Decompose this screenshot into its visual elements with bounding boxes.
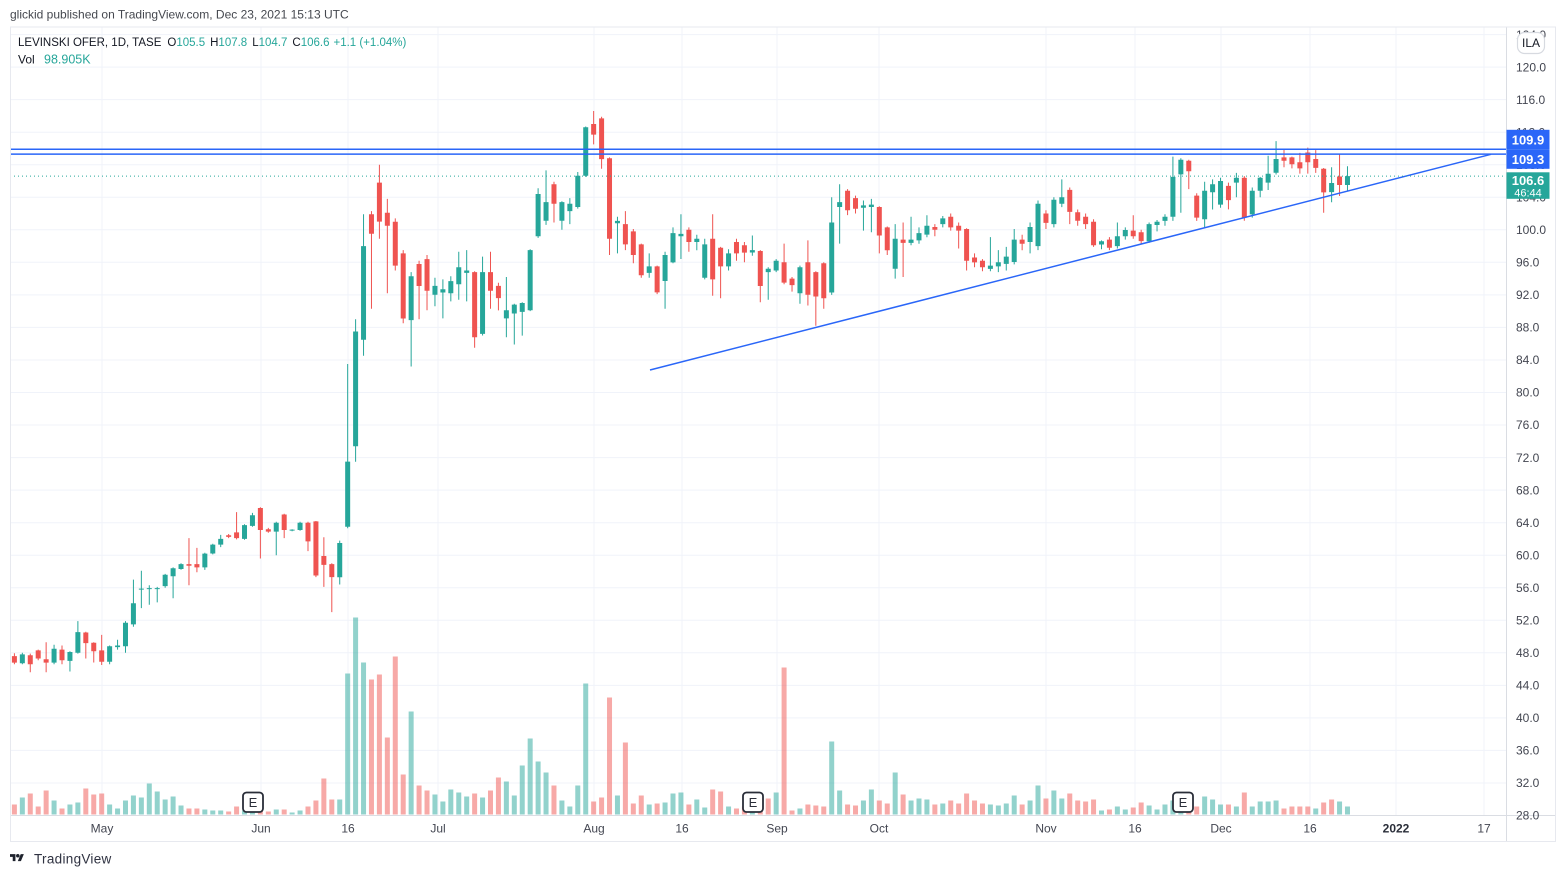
svg-text:E: E <box>249 795 258 810</box>
svg-text:TradingView: TradingView <box>34 852 112 867</box>
svg-text:16: 16 <box>1128 822 1142 836</box>
svg-text:Jul: Jul <box>430 822 445 836</box>
svg-text:72.0: 72.0 <box>1516 451 1540 465</box>
svg-text:Sep: Sep <box>766 822 788 836</box>
svg-text:92.0: 92.0 <box>1516 288 1540 302</box>
svg-text:44.0: 44.0 <box>1516 679 1540 693</box>
svg-text:120.0: 120.0 <box>1516 60 1546 74</box>
svg-text:106.6: 106.6 <box>1512 173 1545 188</box>
svg-text:116.0: 116.0 <box>1516 93 1545 107</box>
svg-text:glickid published on TradingVi: glickid published on TradingView.com, De… <box>10 8 349 22</box>
svg-text:E: E <box>1179 795 1188 810</box>
svg-text:60.0: 60.0 <box>1516 548 1540 562</box>
svg-text:46:44: 46:44 <box>1514 188 1542 200</box>
svg-text:56.0: 56.0 <box>1516 581 1540 595</box>
svg-text:Vol: Vol <box>18 53 35 67</box>
svg-text:Aug: Aug <box>583 822 604 836</box>
svg-text:32.0: 32.0 <box>1516 776 1540 790</box>
svg-text:76.0: 76.0 <box>1516 418 1540 432</box>
svg-text:52.0: 52.0 <box>1516 614 1540 628</box>
svg-text:109.9: 109.9 <box>1512 132 1545 147</box>
svg-text:28.0: 28.0 <box>1516 809 1540 823</box>
svg-text:Nov: Nov <box>1035 822 1056 836</box>
svg-text:2022: 2022 <box>1383 822 1410 836</box>
svg-text:16: 16 <box>1303 822 1317 836</box>
svg-text:68.0: 68.0 <box>1516 483 1540 497</box>
svg-text:48.0: 48.0 <box>1516 646 1540 660</box>
svg-text:100.0: 100.0 <box>1516 223 1546 237</box>
svg-text:64.0: 64.0 <box>1516 516 1540 530</box>
svg-text:36.0: 36.0 <box>1516 744 1540 758</box>
svg-text:109.3: 109.3 <box>1512 152 1545 167</box>
svg-text:16: 16 <box>675 822 689 836</box>
svg-text:80.0: 80.0 <box>1516 386 1540 400</box>
svg-text:17: 17 <box>1477 822 1491 836</box>
svg-text:E: E <box>749 795 758 810</box>
svg-text:ILA: ILA <box>1522 36 1540 50</box>
svg-text:16: 16 <box>341 822 355 836</box>
svg-text:40.0: 40.0 <box>1516 711 1540 725</box>
svg-text:May: May <box>91 822 114 836</box>
svg-text:Oct: Oct <box>870 822 889 836</box>
svg-text:96.0: 96.0 <box>1516 256 1540 270</box>
svg-text:98.905K: 98.905K <box>44 53 91 67</box>
svg-text:88.0: 88.0 <box>1516 321 1540 335</box>
svg-text:Jun: Jun <box>251 822 270 836</box>
svg-text:Dec: Dec <box>1210 822 1231 836</box>
svg-text:84.0: 84.0 <box>1516 353 1540 367</box>
